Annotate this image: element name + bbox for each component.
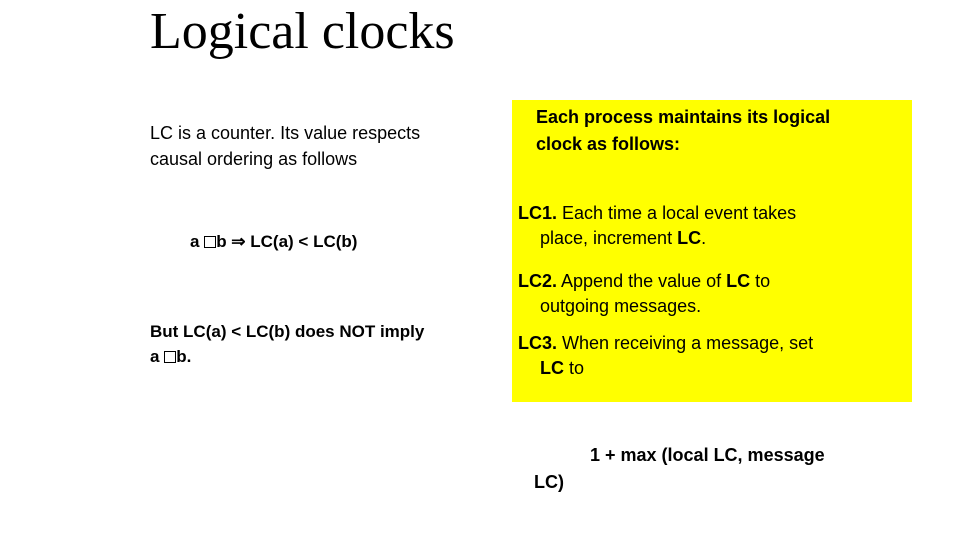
formula-a: a: [190, 232, 204, 251]
rule-lc3-line2: LC to: [540, 355, 906, 382]
lc-def-line1: LC is a counter. Its value respects: [150, 123, 420, 143]
caveat-line1: But LC(a) < LC(b) does NOT imply: [150, 322, 424, 341]
lc3-formula-line2: LC): [534, 469, 912, 496]
rule-lc1: LC1. Each time a local event takes place…: [518, 200, 906, 252]
rule-lc3-lc: LC: [540, 358, 564, 378]
lc3-formula-line1: 1 + max (local LC, message: [590, 442, 912, 469]
caveat-a: a: [150, 347, 164, 366]
causal-formula: a b ⇒ LC(a) < LC(b): [190, 230, 490, 255]
rule-lc1-suffix: .: [701, 228, 706, 248]
left-column: LC is a counter. Its value respects caus…: [150, 120, 490, 370]
rule-lc1-line1: Each time a local event takes: [557, 203, 796, 223]
rule-lc1-prefix: place, increment: [540, 228, 677, 248]
rule-lc1-label: LC1.: [518, 203, 557, 223]
rule-lc2-suffix: to: [750, 271, 770, 291]
rule-lc2: LC2. Append the value of LC to outgoing …: [518, 268, 906, 320]
rule-lc1-line2: place, increment LC.: [540, 225, 906, 252]
relation-glyph-icon: [204, 236, 216, 248]
rule-lc3: LC3. When receiving a message, set LC to: [518, 330, 906, 382]
slide: Logical clocks LC is a counter. Its valu…: [0, 0, 960, 540]
rules-intro: Each process maintains its logical clock…: [536, 104, 876, 158]
rule-lc3-suffix: to: [564, 358, 584, 378]
rule-lc2-label: LC2.: [518, 271, 557, 291]
lc3-formula: 1 + max (local LC, message LC): [512, 442, 912, 496]
caveat-b: b.: [176, 347, 191, 366]
rule-lc2-prefix: Append the value of: [557, 271, 726, 291]
relation-glyph-icon: [164, 351, 176, 363]
caveat-text: But LC(a) < LC(b) does NOT imply a b.: [150, 319, 490, 370]
rule-lc1-lc: LC: [677, 228, 701, 248]
right-column-highlight: Each process maintains its logical clock…: [512, 100, 912, 402]
rule-lc3-line1: When receiving a message, set: [557, 333, 813, 353]
rule-lc2-lc: LC: [726, 271, 750, 291]
slide-title: Logical clocks: [150, 2, 455, 61]
lc-def-line2: causal ordering as follows: [150, 149, 357, 169]
rule-lc2-line2: outgoing messages.: [540, 293, 906, 320]
formula-b: b ⇒ LC(a) < LC(b): [216, 232, 357, 251]
rule-lc3-label: LC3.: [518, 333, 557, 353]
lc-definition: LC is a counter. Its value respects caus…: [150, 120, 490, 172]
